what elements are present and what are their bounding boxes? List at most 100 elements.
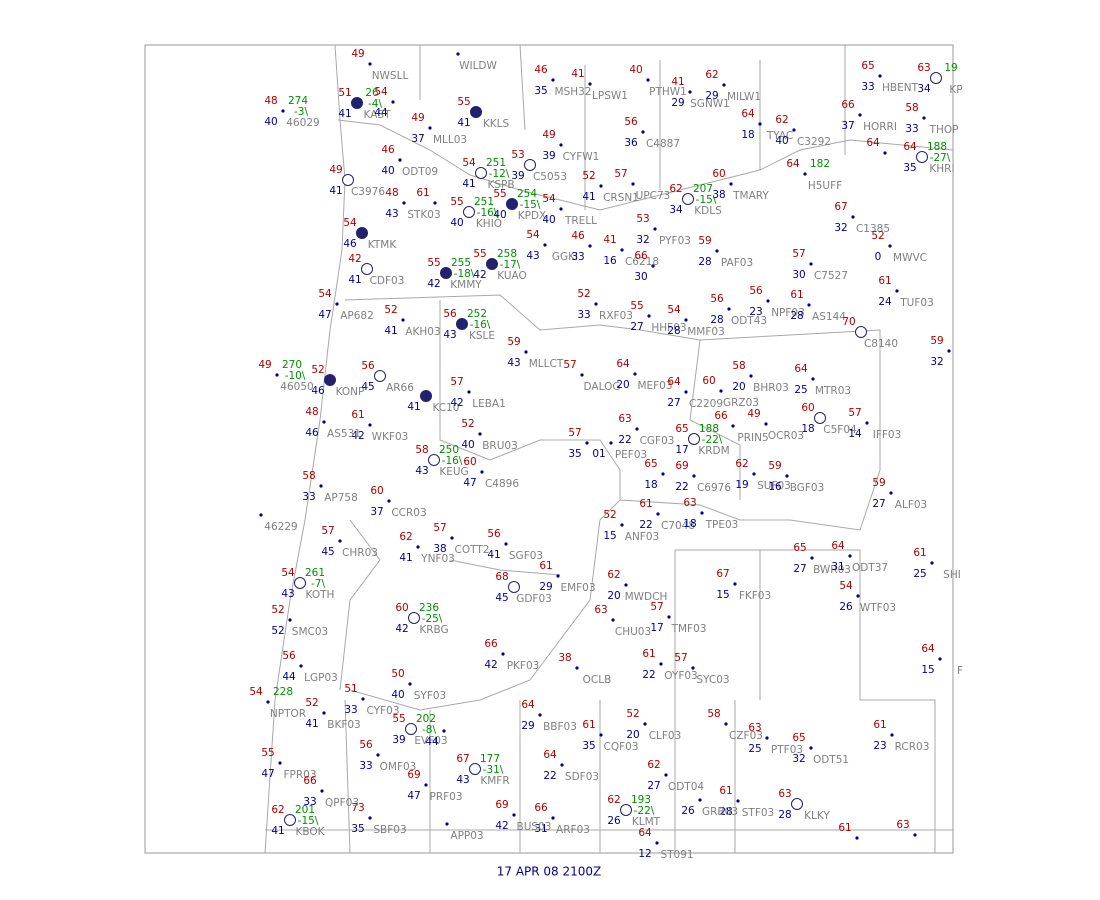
station-dot — [416, 545, 420, 549]
station-id: PRIN5 — [737, 432, 768, 444]
station-dot — [368, 62, 372, 66]
temperature: 52 — [384, 304, 397, 316]
station-circle — [469, 763, 481, 775]
temperature: 61 — [873, 719, 886, 731]
temperature: 64 — [616, 358, 630, 370]
station-id: KLMT — [632, 816, 661, 828]
dewpoint: 43 — [415, 465, 428, 477]
station-dot — [727, 307, 731, 311]
station-circle — [456, 318, 468, 330]
pressure-tendency: -16\ — [442, 455, 463, 467]
station-circle — [405, 723, 417, 735]
temperature: 52 — [461, 418, 474, 430]
temperature: 53 — [511, 149, 524, 161]
station-dot — [322, 711, 326, 715]
station-dot — [450, 536, 454, 540]
dewpoint: 41 — [338, 108, 351, 120]
temperature: 61 — [878, 275, 891, 287]
dewpoint: 41 — [329, 185, 342, 197]
dewpoint: 22 — [675, 481, 688, 493]
dewpoint: 33 — [302, 491, 315, 503]
station-dot — [594, 302, 598, 306]
dewpoint: 27 — [793, 563, 806, 575]
station-dot — [551, 816, 555, 820]
dewpoint: 33 — [359, 760, 372, 772]
dewpoint: 42 — [427, 278, 440, 290]
temperature: 62 — [735, 458, 748, 470]
station-id: 46229 — [264, 521, 297, 533]
temperature: 49 — [542, 129, 555, 141]
station-circle — [470, 106, 482, 118]
station-id: C7048 — [661, 520, 695, 532]
station-dot — [575, 666, 579, 670]
dewpoint: 38 — [712, 189, 725, 201]
temperature: 58 — [732, 360, 745, 372]
station-id: OCLB — [583, 674, 612, 686]
dewpoint: 18 — [801, 423, 814, 435]
station-id: AKH03 — [405, 326, 440, 338]
temperature: 54 — [374, 86, 388, 98]
temperature: 63 — [683, 497, 696, 509]
station-id: PAF03 — [721, 257, 753, 269]
station-id: GGKI — [552, 251, 578, 263]
station-id: TYAC — [766, 130, 793, 142]
station-dot — [259, 513, 263, 517]
station-id: OYF03 — [664, 670, 698, 682]
dewpoint: 40 — [493, 209, 506, 221]
station-id: SBF03 — [373, 824, 406, 836]
station-id: AR66 — [386, 382, 414, 394]
station-id: GRB03 — [702, 806, 738, 818]
dewpoint: 20 — [607, 590, 620, 602]
station-id: BBF03 — [543, 721, 577, 733]
station-dot — [588, 82, 592, 86]
station-dot — [424, 783, 428, 787]
station-id: MSH32 — [555, 86, 592, 98]
temperature: 61 — [913, 547, 926, 559]
station-circle — [408, 612, 420, 624]
station-circle — [855, 326, 867, 338]
station-dot — [889, 491, 893, 495]
station-id: LEBA1 — [472, 398, 506, 410]
dewpoint: 40 — [264, 116, 277, 128]
pressure: 274 — [288, 95, 308, 107]
station-id: EVF03 — [414, 735, 447, 747]
temperature: 67 — [834, 201, 847, 213]
station-id: C3292 — [797, 136, 831, 148]
temperature: 65 — [792, 732, 805, 744]
dewpoint: 34 — [669, 204, 683, 216]
station-id: PEF03 — [615, 449, 647, 461]
station-dot — [692, 474, 696, 478]
station-dot — [691, 666, 695, 670]
station-dot — [752, 472, 756, 476]
station-id: CCR03 — [391, 507, 426, 519]
temperature: 59 — [768, 460, 781, 472]
pressure: 236 — [419, 602, 439, 614]
station-dot — [376, 753, 380, 757]
station-dot — [624, 583, 628, 587]
dewpoint: 18 — [741, 129, 754, 141]
temperature: 38 — [558, 652, 571, 664]
station-id: ANF03 — [625, 531, 659, 543]
station-id: TMF03 — [671, 623, 707, 635]
station-id: KBOK — [295, 826, 325, 838]
dewpoint: 28 — [790, 310, 803, 322]
dewpoint: 12 — [638, 848, 651, 860]
station-dot — [809, 262, 813, 266]
station-id: ALF03 — [895, 499, 927, 511]
station-dot — [456, 52, 460, 56]
temperature: 64 — [866, 137, 880, 149]
dewpoint: 33 — [571, 251, 584, 263]
temperature: 60 — [463, 456, 476, 468]
temperature: 52 — [582, 170, 595, 182]
station-id: C6218 — [625, 256, 659, 268]
dewpoint: 44 — [425, 736, 439, 748]
station-id: H5UFF — [808, 180, 842, 192]
station-dot — [724, 722, 728, 726]
temperature: 60 — [702, 375, 715, 387]
station-id: SDF03 — [565, 771, 599, 783]
temperature: 64 — [831, 540, 845, 552]
pressure: 255 — [451, 257, 471, 269]
station-dot — [865, 421, 869, 425]
station-dot — [731, 424, 735, 428]
station-id: SMC03 — [292, 626, 328, 638]
